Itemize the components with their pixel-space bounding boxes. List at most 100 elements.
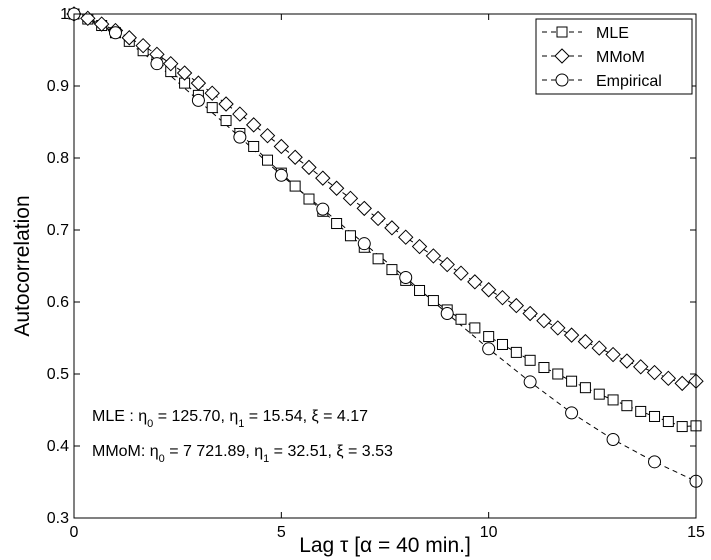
y-axis-title: Autocorrelation xyxy=(11,195,34,336)
data-point-mle xyxy=(496,338,508,350)
y-tick-label: 0.4 xyxy=(47,438,69,455)
data-point-mmom xyxy=(494,289,511,306)
data-point-mmom xyxy=(536,313,552,329)
data-point-mmom xyxy=(204,85,220,101)
data-point-empirical xyxy=(150,57,164,71)
data-point-mmom xyxy=(633,359,649,375)
annotation-mle-sub1: 1 xyxy=(238,418,244,430)
annotation-mle: MLE : η0 = 125.70, η1 = 15.54, ξ = 4.17 xyxy=(92,408,368,430)
data-point-empirical xyxy=(399,271,413,285)
x-tick-label: 5 xyxy=(277,524,286,541)
x-tick-label: 15 xyxy=(687,524,705,541)
data-point-mmom xyxy=(384,220,400,236)
annotation-mmom-mid1: = 32.51, ξ = 3.53 xyxy=(269,443,393,460)
data-point-mle xyxy=(331,218,343,230)
data-point-mmom xyxy=(411,238,428,255)
data-point-empirical xyxy=(274,168,288,182)
legend-marker-mle xyxy=(556,26,568,38)
data-point-mmom xyxy=(398,229,414,245)
series-line-empirical xyxy=(73,13,697,482)
data-point-mle xyxy=(483,331,495,343)
legend-label-empirical: Empirical xyxy=(596,73,662,90)
data-point-mle xyxy=(303,193,315,205)
data-point-mmom xyxy=(508,297,525,314)
data-point-mle xyxy=(510,346,522,358)
data-point-mle xyxy=(593,388,605,400)
data-point-mmom xyxy=(577,333,594,350)
data-point-empirical xyxy=(108,26,122,40)
data-point-empirical xyxy=(565,406,579,420)
y-tick-label: 1 xyxy=(60,6,69,23)
data-point-mle xyxy=(344,230,356,242)
data-point-mle xyxy=(635,405,647,417)
data-point-mmom xyxy=(176,65,193,81)
data-point-mle xyxy=(607,394,619,406)
data-point-mle xyxy=(248,140,260,152)
annotation-mmom: MMoM: η0 = 7 721.89, η1 = 32.51, ξ = 3.5… xyxy=(92,443,393,465)
y-tick-label: 0.9 xyxy=(47,78,69,95)
annotation-mmom-mid0: = 7 721.89, η xyxy=(165,443,263,460)
legend: MLE MMoM Empirical xyxy=(535,18,693,95)
data-point-mmom xyxy=(328,180,345,196)
data-point-mmom xyxy=(190,75,207,91)
data-point-mle xyxy=(676,421,688,433)
data-point-mle xyxy=(386,264,398,276)
data-point-mmom xyxy=(425,248,442,264)
annotation-mle-prefix: MLE : η xyxy=(92,408,147,425)
data-point-mmom xyxy=(287,149,303,165)
x-tick-label: 0 xyxy=(70,524,79,541)
data-point-mmom xyxy=(550,320,566,336)
data-point-mmom xyxy=(342,190,359,207)
x-tick-label: 10 xyxy=(480,524,498,541)
y-tick-label: 0.5 xyxy=(47,366,69,383)
series-line-mmom xyxy=(73,13,697,384)
svg-text:MMoM: η0 = 7 721.89, η1 = 32.5: MMoM: η0 = 7 721.89, η1 = 32.51, ξ = 3.5… xyxy=(92,443,393,465)
data-point-empirical xyxy=(523,375,537,389)
data-point-mmom xyxy=(660,370,677,387)
axis-ticks: 0 5 10 150.30.40.50.60.70.80.91 xyxy=(47,6,705,541)
plot-area xyxy=(74,14,696,518)
data-point-mmom xyxy=(605,346,621,363)
data-point-mmom xyxy=(674,375,690,392)
data-point-mle xyxy=(649,410,661,422)
data-point-empirical xyxy=(440,307,454,321)
series-curves xyxy=(73,13,697,482)
data-point-mmom xyxy=(356,200,372,217)
data-point-empirical xyxy=(482,342,496,356)
annotation-mle-mid0: = 125.70, η xyxy=(153,408,238,425)
data-point-mle xyxy=(538,362,550,374)
data-point-mmom xyxy=(259,127,276,144)
legend-label-mle: MLE xyxy=(596,25,629,42)
data-point-mle xyxy=(427,295,439,307)
annotation-mmom-sub0: 0 xyxy=(159,453,165,465)
data-point-mmom xyxy=(273,138,290,155)
data-point-mle xyxy=(414,284,426,296)
data-point-mle xyxy=(372,253,384,265)
data-point-mle xyxy=(469,322,481,334)
data-point-mmom xyxy=(93,16,110,32)
data-point-mmom xyxy=(315,170,331,186)
data-point-mmom xyxy=(301,159,317,176)
svg-text:MLE : η0 = 125.70, η1 = 15.54,: MLE : η0 = 125.70, η1 = 15.54, ξ = 4.17 xyxy=(92,408,368,430)
data-point-mle xyxy=(206,102,218,114)
y-tick-label: 0.7 xyxy=(47,222,69,239)
data-point-empirical xyxy=(316,202,330,216)
annotation-mle-sub0: 0 xyxy=(147,418,153,430)
data-point-mle xyxy=(220,115,232,127)
data-point-empirical xyxy=(606,433,620,447)
data-point-mmom xyxy=(232,106,248,122)
annotation-mmom-prefix: MMoM: η xyxy=(92,443,159,460)
y-tick-label: 0.8 xyxy=(47,150,69,167)
data-point-mmom xyxy=(245,117,262,133)
data-point-mle xyxy=(662,416,674,428)
data-point-mmom xyxy=(370,210,386,227)
y-tick-label: 0.6 xyxy=(47,294,69,311)
annotation-mle-mid1: = 15.54, ξ = 4.17 xyxy=(244,408,368,425)
legend-marker-empirical xyxy=(555,73,569,87)
data-point-mle xyxy=(566,375,578,387)
data-point-mle xyxy=(621,400,633,412)
data-point-mle xyxy=(455,313,467,325)
data-point-empirical xyxy=(648,455,662,469)
data-point-mle xyxy=(289,180,301,192)
